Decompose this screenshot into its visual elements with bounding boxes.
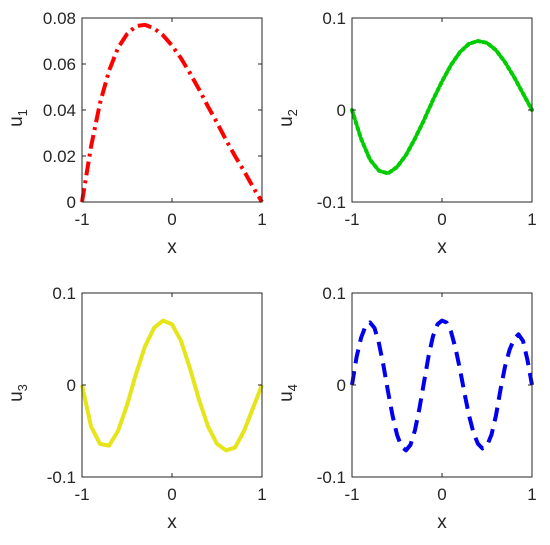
y-tick-label: 0.08 — [43, 9, 76, 28]
series-line-4-1 — [350, 318, 534, 453]
x-tick-label: 0 — [167, 485, 176, 504]
x-axis-label: x — [167, 512, 177, 533]
y-tick-label: 0 — [67, 193, 76, 212]
y-axis-label: u1 — [6, 109, 30, 127]
y-tick-label: -0.1 — [317, 468, 346, 487]
x-tick-label: -1 — [74, 485, 89, 504]
axes-box — [81, 17, 263, 203]
x-tick-label: -1 — [344, 485, 359, 504]
x-tick-label: 1 — [527, 210, 536, 229]
series-line-3-1 — [80, 318, 264, 453]
x-axis-label: x — [437, 237, 447, 258]
y-axis-label-main: u — [276, 391, 297, 402]
y-axis-label-main: u — [6, 116, 27, 127]
y-axis-label: u3 — [6, 384, 30, 402]
y-tick-label: 0 — [337, 376, 346, 395]
x-axis-label: x — [437, 512, 447, 533]
y-tick-label: 0 — [337, 101, 346, 120]
x-tick-label: -1 — [74, 210, 89, 229]
y-tick-label: 0.1 — [322, 9, 346, 28]
x-tick-label: 0 — [167, 210, 176, 229]
x-tick-label: 0 — [437, 485, 446, 504]
x-tick-label: 0 — [437, 210, 446, 229]
y-tick-label: -0.1 — [47, 468, 76, 487]
y-tick-label: 0.1 — [52, 284, 76, 303]
chart-panel-2: -1 0 1 -0.1 0 0.1 x u2 — [276, 9, 537, 258]
y-tick-label: -0.1 — [317, 193, 346, 212]
y-tick-label: 0 — [67, 376, 76, 395]
series-line-2-1 — [350, 39, 534, 176]
y-tick-label: 0.1 — [322, 284, 346, 303]
y-tick-label: 0.06 — [43, 55, 76, 74]
y-axis-label-main: u — [276, 116, 297, 127]
y-tick-label: 0.02 — [43, 147, 76, 166]
x-tick-label: 1 — [527, 485, 536, 504]
y-tick-label: 0.04 — [43, 101, 76, 120]
y-axis-label-subscript: 4 — [285, 384, 300, 391]
chart-panel-3: -1 0 1 -0.1 0 0.1 x u3 — [6, 284, 267, 533]
y-axis-label: u4 — [276, 384, 300, 402]
x-tick-label: 1 — [257, 210, 266, 229]
series-line-1-1 — [80, 22, 264, 204]
y-axis-label-subscript: 1 — [15, 109, 30, 116]
axes-box — [351, 17, 533, 203]
chart-panel-4: -1 0 1 -0.1 0 0.1 x u4 — [276, 284, 537, 533]
y-axis-label-subscript: 2 — [285, 109, 300, 116]
y-axis-label-subscript: 3 — [15, 384, 30, 391]
x-tick-label: -1 — [344, 210, 359, 229]
x-axis-label: x — [167, 237, 177, 258]
y-axis-label: u2 — [276, 109, 300, 127]
y-axis-label-main: u — [6, 391, 27, 402]
x-tick-label: 1 — [257, 485, 266, 504]
